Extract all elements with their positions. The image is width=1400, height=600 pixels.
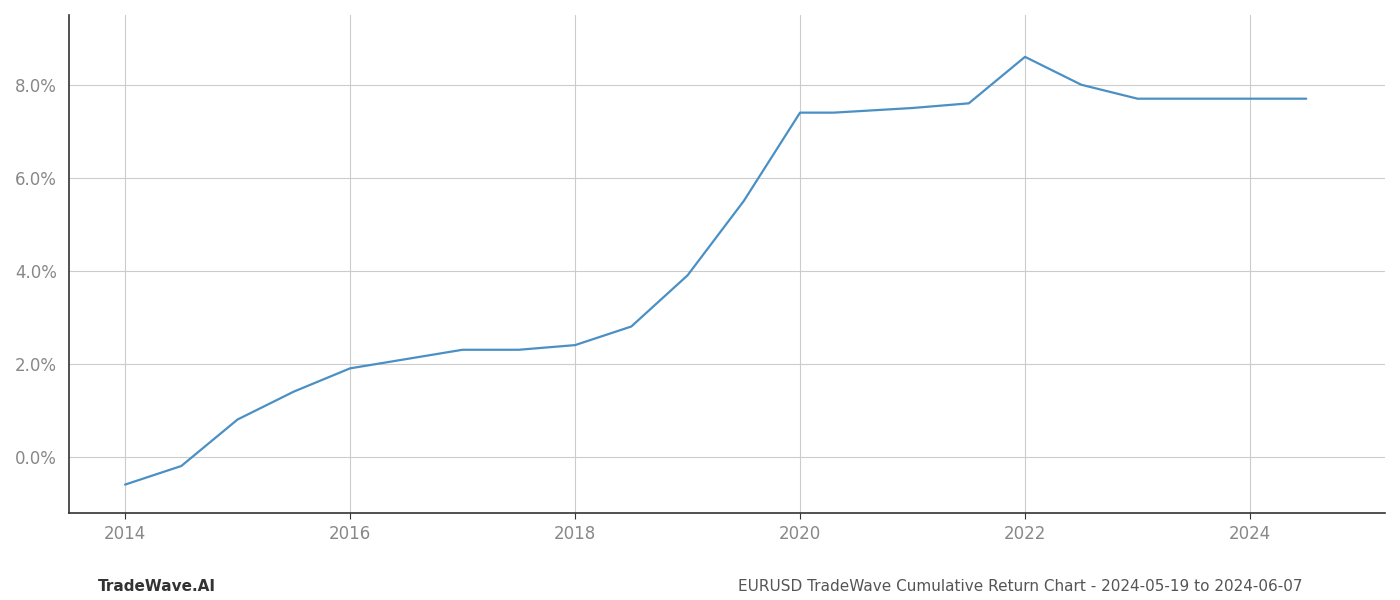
Text: TradeWave.AI: TradeWave.AI	[98, 579, 216, 594]
Text: EURUSD TradeWave Cumulative Return Chart - 2024-05-19 to 2024-06-07: EURUSD TradeWave Cumulative Return Chart…	[738, 579, 1302, 594]
